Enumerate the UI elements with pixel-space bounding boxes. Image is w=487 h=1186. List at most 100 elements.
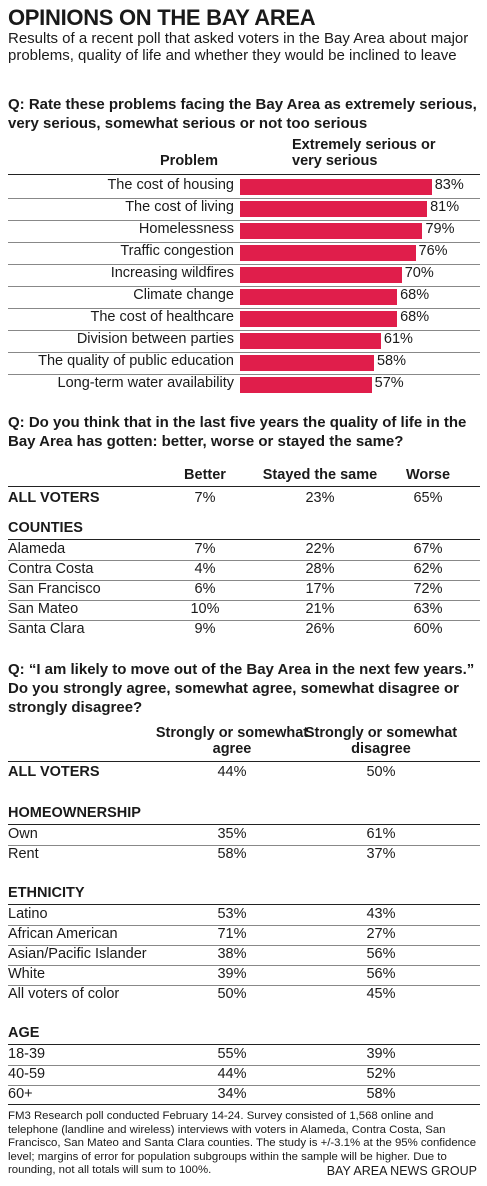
row-divider: [8, 845, 480, 846]
bar-category-label: Traffic congestion: [120, 243, 234, 259]
row-divider: [8, 620, 480, 621]
bar-category-label: Increasing wildfires: [110, 265, 234, 281]
row-label: San Mateo: [8, 601, 79, 617]
table-cell: 35%: [217, 826, 247, 842]
row-divider: [8, 264, 480, 265]
table-cell: 56%: [366, 966, 396, 982]
table-cell: 39%: [366, 1046, 396, 1062]
row-label: San Francisco: [8, 581, 101, 597]
column-header: Worse: [405, 467, 451, 483]
row-label: All voters of color: [8, 986, 120, 1002]
section-header: HOMEOWNERSHIP: [8, 805, 141, 821]
bar-value-label: 79%: [425, 221, 455, 237]
bar: [240, 201, 428, 217]
header-rule: [8, 486, 480, 487]
bar: [240, 377, 372, 393]
row-divider: [8, 374, 480, 375]
table-cell: 17%: [305, 581, 335, 597]
question-2: Q: Do you think that in the last five ye…: [8, 414, 467, 450]
column-header: Better: [184, 467, 226, 483]
bar: [240, 245, 416, 261]
bar-category-label: Long-term water availability: [57, 375, 235, 391]
row-divider: [8, 600, 480, 601]
bar-category-label: The cost of living: [125, 199, 234, 215]
row-divider: [8, 965, 480, 966]
bar: [240, 223, 423, 239]
table-cell: 50%: [366, 764, 396, 780]
row-divider: [8, 220, 480, 221]
bar-value-label: 76%: [418, 243, 448, 259]
question-1: Q: Rate these problems facing the Bay Ar…: [8, 96, 477, 132]
table-cell: 50%: [217, 986, 247, 1002]
table-cell: 7%: [194, 490, 216, 506]
question-3: Q: “I am likely to move out of the Bay A…: [8, 661, 475, 716]
row-divider: [8, 1085, 480, 1086]
section-header: AGE: [8, 1025, 40, 1041]
bar-category-label: The cost of housing: [107, 177, 234, 193]
table-cell: 58%: [366, 1086, 396, 1102]
row-divider: [8, 925, 480, 926]
table-cell: 27%: [366, 926, 396, 942]
row-label: ALL VOTERS: [8, 764, 100, 780]
row-label: 60+: [8, 1086, 33, 1102]
credit: BAY AREA NEWS GROUP: [326, 1164, 477, 1178]
table-cell: 63%: [413, 601, 443, 617]
row-label: White: [8, 966, 46, 982]
bar-value-label: 81%: [430, 199, 460, 215]
row-divider: [8, 1065, 480, 1066]
table-cell: 39%: [217, 966, 247, 982]
row-divider: [8, 198, 480, 199]
table-cell: 56%: [366, 946, 396, 962]
table-cell: 62%: [413, 561, 443, 577]
table-cell: 28%: [305, 561, 335, 577]
bar: [240, 333, 381, 349]
row-label: Latino: [8, 906, 48, 922]
bar: [240, 311, 398, 327]
table-cell: 23%: [305, 490, 335, 506]
table-cell: 67%: [413, 541, 443, 557]
row-label: Alameda: [8, 541, 66, 557]
bar-value-label: 68%: [400, 287, 430, 303]
bar-category-label: The cost of healthcare: [90, 309, 234, 325]
table-cell: 6%: [194, 581, 216, 597]
bar-category-label: Homelessness: [138, 221, 234, 237]
row-divider: [8, 580, 480, 581]
header-rule: [8, 761, 480, 762]
row-divider: [8, 352, 480, 353]
row-label: 18-39: [8, 1046, 46, 1062]
table-cell: 38%: [217, 946, 247, 962]
bar: [240, 289, 398, 305]
bar-category-label: Division between parties: [76, 331, 234, 347]
section-rule: [8, 824, 480, 825]
row-label: Contra Costa: [8, 561, 94, 577]
section-rule: [8, 904, 480, 905]
row-label: 40-59: [8, 1066, 46, 1082]
bar-value-label: 68%: [400, 309, 430, 325]
section-rule: [8, 539, 480, 540]
bottom-rule: [8, 1104, 480, 1105]
table-cell: 61%: [366, 826, 396, 842]
row-divider: [8, 985, 480, 986]
table-cell: 71%: [217, 926, 247, 942]
bar-value-label: 57%: [374, 375, 404, 391]
table-cell: 34%: [217, 1086, 247, 1102]
table-cell: 44%: [217, 764, 247, 780]
section-rule: [8, 1044, 480, 1045]
table-cell: 26%: [305, 621, 335, 637]
table-cell: 65%: [413, 490, 443, 506]
table-cell: 45%: [366, 986, 396, 1002]
row-label: African American: [8, 926, 118, 942]
row-label: Rent: [8, 846, 39, 862]
section-header: ETHNICITY: [8, 885, 85, 901]
table-cell: 21%: [305, 601, 335, 617]
table-cell: 60%: [413, 621, 443, 637]
col-header-serious: Extremely serious or very serious: [292, 137, 436, 169]
row-divider: [8, 308, 480, 309]
bar: [240, 355, 374, 371]
row-label: Santa Clara: [8, 621, 85, 637]
footer-note: FM3 Research poll conducted February 14-…: [8, 1110, 477, 1176]
bar-category-label: The quality of public education: [38, 353, 234, 369]
bar: [240, 267, 402, 283]
table-cell: 44%: [217, 1066, 247, 1082]
row-divider: [8, 560, 480, 561]
